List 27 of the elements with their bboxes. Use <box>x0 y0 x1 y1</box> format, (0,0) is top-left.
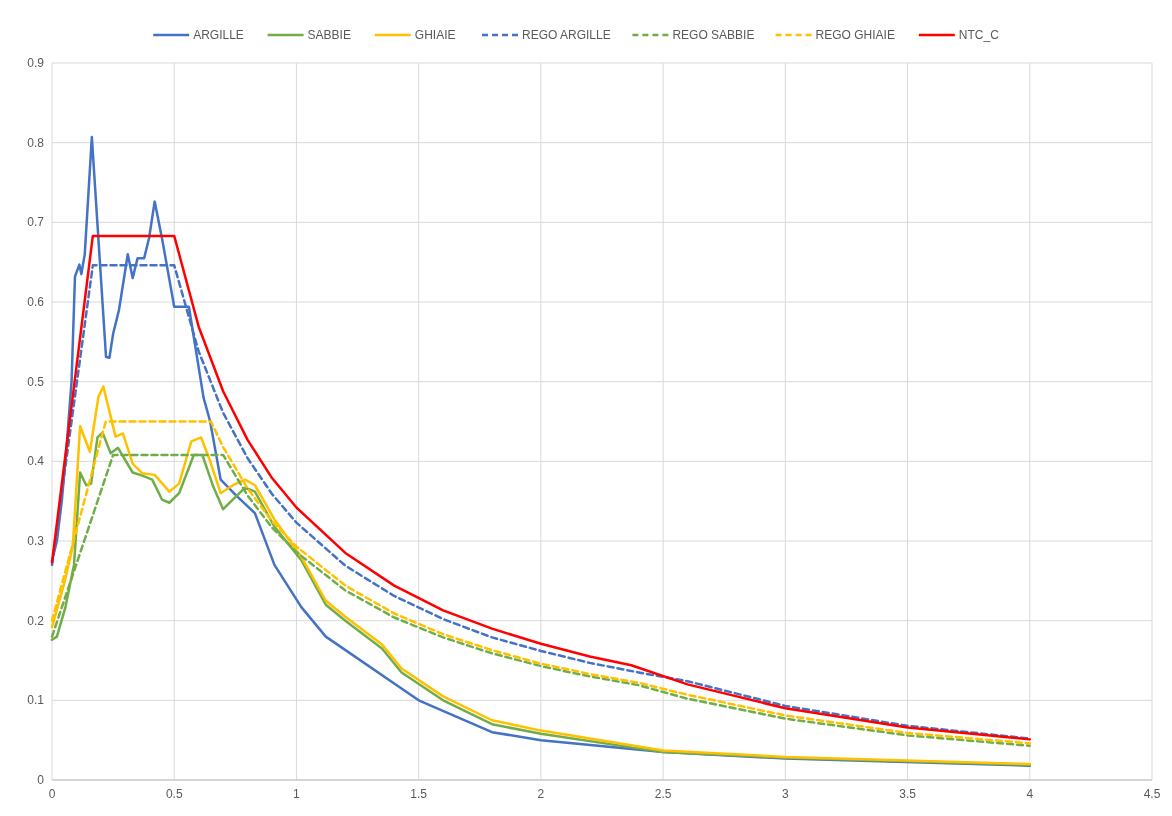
x-tick-label: 2 <box>537 787 545 801</box>
y-tick-label: 0.3 <box>27 534 45 548</box>
legend-label: SABBIE <box>307 28 351 42</box>
x-tick-label: 0.5 <box>165 787 183 801</box>
legend-label: GHIAIE <box>414 28 456 42</box>
y-tick-label: 0.8 <box>27 135 45 150</box>
y-tick-label: 0.1 <box>27 693 45 708</box>
y-tick-label: 0.7 <box>27 215 45 230</box>
legend-label: REGO GHIAIE <box>815 28 895 42</box>
x-tick-label: 3 <box>781 787 789 801</box>
y-tick-label: 0.6 <box>27 295 45 309</box>
legend-label: REGO ARGILLE <box>522 28 611 42</box>
y-tick-label: 0.2 <box>27 613 45 628</box>
x-tick-label: 0 <box>48 787 56 801</box>
legend-label: ARGILLE <box>193 28 244 42</box>
x-tick-label: 4 <box>1026 787 1034 801</box>
x-tick-label: 1.5 <box>410 787 428 801</box>
x-tick-label: 4.5 <box>1143 787 1161 801</box>
legend-label: REGO SABBIE <box>672 28 755 42</box>
x-tick-label: 3.5 <box>899 787 917 801</box>
x-tick-label: 2.5 <box>654 787 672 801</box>
y-tick-label: 0.5 <box>27 374 45 389</box>
legend-label: NTC_C <box>958 28 1000 42</box>
y-tick-label: 0 <box>37 773 45 787</box>
x-tick-label: 1 <box>293 787 301 801</box>
y-tick-label: 0.4 <box>27 454 45 469</box>
y-tick-label: 0.9 <box>27 56 45 70</box>
